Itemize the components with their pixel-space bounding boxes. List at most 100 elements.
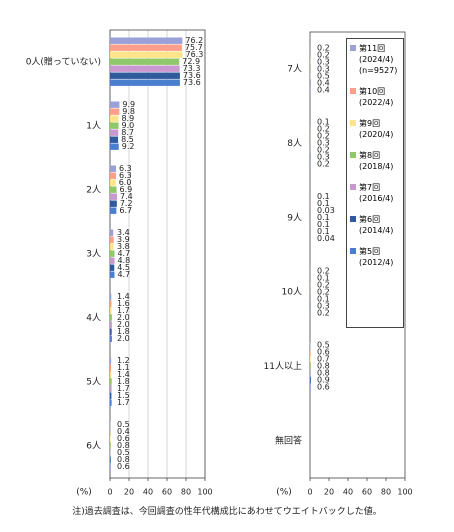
legend-label: 第10回 (2022/4) xyxy=(359,87,394,107)
bar xyxy=(110,108,120,115)
value-label: 0.8 xyxy=(117,441,130,450)
legend-label: 第5回 (2012/4) xyxy=(359,247,394,267)
value-label: 0.5 xyxy=(117,448,130,457)
x-tick-label: 80 xyxy=(181,488,191,497)
bar xyxy=(110,392,112,399)
bar xyxy=(110,463,111,470)
bar xyxy=(110,165,116,172)
value-label: 1.5 xyxy=(117,391,130,400)
value-label: 4.7 xyxy=(117,270,130,279)
value-label: 0.1 xyxy=(317,199,330,208)
bar xyxy=(110,385,112,392)
legend-item: 第7回 (2016/4) xyxy=(350,182,401,204)
value-label: 73.3 xyxy=(183,64,201,73)
category-label: 6人 xyxy=(86,441,101,452)
x-tick-label: 20 xyxy=(124,488,134,497)
bar xyxy=(110,435,111,442)
value-label: 9.2 xyxy=(122,142,135,151)
category-label: 2人 xyxy=(86,185,101,196)
value-label: 0.03 xyxy=(317,206,335,215)
bar xyxy=(110,236,114,243)
x-tick-label: 20 xyxy=(324,488,334,497)
legend-swatch xyxy=(350,248,356,254)
legend-swatch xyxy=(350,152,356,158)
category-label: 7人 xyxy=(287,64,302,75)
value-label: 9.9 xyxy=(122,100,135,109)
bar xyxy=(110,250,115,257)
value-label: 0.5 xyxy=(317,341,330,350)
value-label: 1.7 xyxy=(117,384,130,393)
bar xyxy=(110,229,114,236)
x-tick-label: 80 xyxy=(381,488,391,497)
x-tick-label: 100 xyxy=(197,488,212,497)
x-tick-label: 0 xyxy=(107,488,112,497)
value-label: 0.6 xyxy=(117,434,130,443)
value-label: 0.5 xyxy=(317,71,330,80)
legend-item: 第11回 (2024/4) (n=9527) xyxy=(350,43,401,76)
category-label: 4人 xyxy=(86,313,101,324)
legend-item: 第8回 (2018/4) xyxy=(350,150,401,172)
value-label: 1.4 xyxy=(117,370,130,379)
value-label: 4.8 xyxy=(118,256,131,265)
value-label: 0.2 xyxy=(317,160,330,169)
bar xyxy=(110,172,116,179)
value-label: 2.0 xyxy=(117,334,130,343)
value-label: 0.2 xyxy=(317,266,330,275)
bar xyxy=(110,193,118,200)
bar xyxy=(110,364,112,371)
value-label: 0.2 xyxy=(317,43,330,52)
category-label: 11人以上 xyxy=(264,361,302,372)
bar xyxy=(110,186,117,193)
category-label: 8人 xyxy=(287,138,302,149)
value-label: 0.6 xyxy=(317,383,330,392)
bar xyxy=(110,79,180,86)
x-tick-label: 40 xyxy=(343,488,353,497)
bar xyxy=(110,357,112,364)
bar xyxy=(110,300,112,307)
bar xyxy=(310,356,311,363)
value-label: 76.2 xyxy=(185,36,203,45)
value-label: 0.3 xyxy=(317,301,330,310)
value-label: 0.4 xyxy=(117,427,130,436)
bar xyxy=(110,328,112,335)
value-label: 0.1 xyxy=(317,220,330,229)
legend-label: 第6回 (2014/4) xyxy=(359,215,394,235)
bar xyxy=(110,179,116,186)
value-label: 73.6 xyxy=(183,71,201,80)
bar xyxy=(110,399,112,406)
category-label: 1人 xyxy=(86,121,101,132)
value-label: 6.7 xyxy=(119,206,132,215)
value-label: 6.9 xyxy=(120,185,133,194)
value-label: 0.2 xyxy=(317,125,330,134)
value-label: 9.0 xyxy=(122,121,135,130)
bar xyxy=(110,378,112,385)
legend-label: 第9回 (2020/4) xyxy=(359,119,394,139)
value-label: 0.1 xyxy=(317,118,330,127)
value-label: 8.7 xyxy=(121,128,134,137)
bar xyxy=(110,271,115,278)
bar xyxy=(110,143,119,150)
value-label: 3.9 xyxy=(117,235,130,244)
bar xyxy=(110,122,119,129)
value-label: 0.1 xyxy=(317,294,330,303)
legend-swatch xyxy=(350,45,356,51)
bar xyxy=(110,257,115,264)
value-label: 0.2 xyxy=(317,132,330,141)
category-label: 3人 xyxy=(86,249,101,260)
value-label: 0.5 xyxy=(117,420,130,429)
value-label: 0.9 xyxy=(317,376,330,385)
value-label: 2.0 xyxy=(117,320,130,329)
legend-label: 第11回 (2024/4) (n=9527) xyxy=(359,44,398,75)
bar xyxy=(110,371,112,378)
value-label: 1.7 xyxy=(117,398,130,407)
value-label: 0.3 xyxy=(317,139,330,148)
value-label: 4.5 xyxy=(117,263,130,272)
bar xyxy=(110,58,180,65)
x-axis-label: (%) xyxy=(276,488,292,498)
category-label: 0人(贈っていない) xyxy=(26,56,101,68)
x-tick-label: 100 xyxy=(397,488,412,497)
value-label: 1.8 xyxy=(117,327,130,336)
value-label: 0.04 xyxy=(317,234,335,243)
value-label: 1.4 xyxy=(117,292,130,301)
